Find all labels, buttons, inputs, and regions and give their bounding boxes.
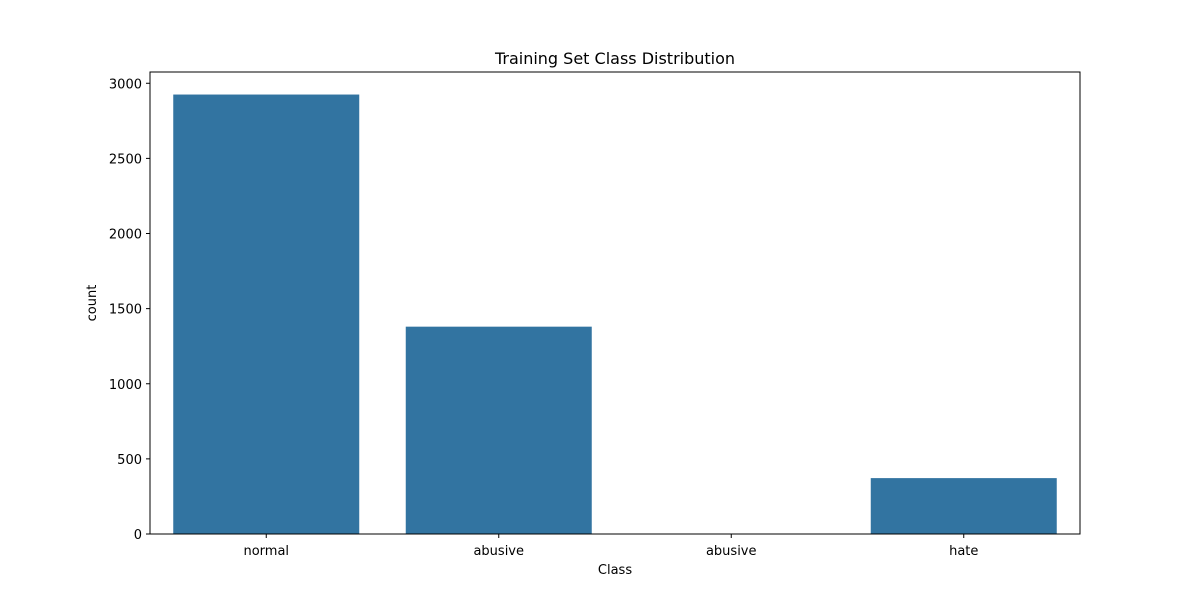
bar-1 xyxy=(405,326,592,534)
x-axis-label: Class xyxy=(598,563,632,578)
bar-0 xyxy=(173,94,360,534)
plot-frame xyxy=(149,71,1081,535)
y-axis: 0 500 1000 1500 2000 2500 3000 xyxy=(109,77,150,543)
y-tick-label-2: 1000 xyxy=(109,378,142,393)
bars-group xyxy=(173,94,1057,534)
y-tick-label-3: 1500 xyxy=(109,303,142,318)
x-axis: normal abusive abusive hate xyxy=(243,534,978,559)
y-tick-label-6: 3000 xyxy=(109,77,142,92)
y-tick-label-0: 0 xyxy=(134,528,142,543)
x-tick-label-1: abusive xyxy=(473,544,524,559)
bar-3 xyxy=(870,478,1057,534)
y-tick-label-4: 2000 xyxy=(109,228,142,243)
y-tick-label-5: 2500 xyxy=(109,152,142,167)
x-tick-label-2: abusive xyxy=(706,544,757,559)
x-tick-label-3: hate xyxy=(949,544,978,559)
chart-title: Training Set Class Distribution xyxy=(494,49,735,68)
y-tick-label-1: 500 xyxy=(117,453,142,468)
y-axis-label: count xyxy=(85,285,100,322)
x-tick-label-0: normal xyxy=(243,544,289,559)
